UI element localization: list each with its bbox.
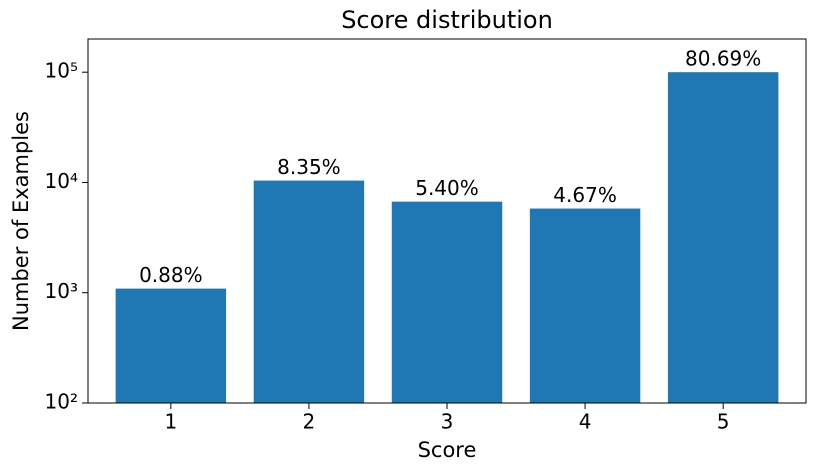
plot-frame	[87, 38, 807, 404]
y-tick-label: 10²	[45, 390, 78, 414]
x-tick-label: 5	[717, 410, 730, 434]
value-label: 80.69%	[685, 47, 761, 71]
x-tick-label: 3	[441, 410, 454, 434]
x-axis-label: Score	[418, 438, 477, 462]
value-label: 5.40%	[415, 176, 479, 200]
bar	[391, 201, 503, 403]
value-label: 4.67%	[553, 183, 617, 207]
bar	[667, 72, 779, 404]
bar	[253, 180, 365, 403]
y-tick-label: 10⁵	[45, 59, 78, 83]
y-tick-label: 10⁴	[45, 169, 78, 193]
y-axis-label: Number of Examples	[9, 111, 33, 331]
x-tick-label: 1	[164, 410, 177, 434]
y-tick-label: 10³	[45, 279, 78, 303]
bar	[529, 208, 641, 403]
x-tick-label: 2	[303, 410, 316, 434]
chart-title: Score distribution	[341, 6, 553, 34]
value-label: 0.88%	[139, 263, 203, 287]
value-label: 8.35%	[277, 155, 341, 179]
bar	[115, 288, 227, 403]
x-tick-label: 4	[579, 410, 592, 434]
